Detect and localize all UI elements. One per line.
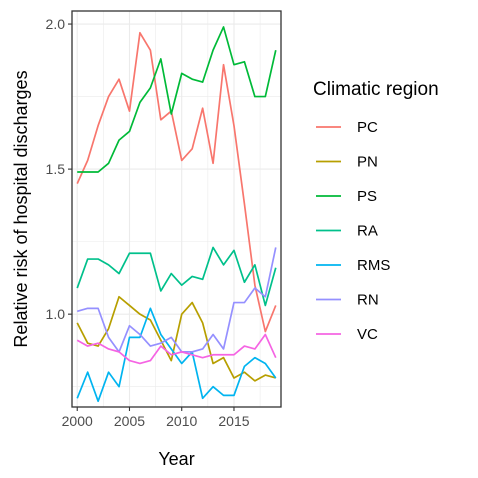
y-axis: 1.0 1.5 2.0 <box>46 16 72 322</box>
legend-label: PC <box>357 119 378 136</box>
x-axis: 2000 2005 2010 2015 <box>62 407 250 429</box>
legend: Climatic region PC PN PS RA RMS RN VC <box>313 79 439 343</box>
x-axis-title: Year <box>158 449 194 469</box>
legend-item-pn: PN <box>316 154 378 171</box>
legend-label: PS <box>357 188 377 205</box>
series-line-ps <box>77 26 277 173</box>
legend-label: RMS <box>357 257 390 274</box>
legend-item-ps: PS <box>316 188 377 205</box>
series-line-ra <box>76 246 277 307</box>
grid-minor <box>72 11 281 407</box>
series-line-rn <box>76 247 277 353</box>
legend-label: RA <box>357 223 378 240</box>
legend-label: VC <box>357 326 378 343</box>
legend-item-vc: VC <box>316 326 378 343</box>
series-line-rms <box>76 307 277 403</box>
legend-title: Climatic region <box>313 79 439 100</box>
x-tick-label: 2005 <box>114 413 145 429</box>
series-lines <box>76 26 277 403</box>
legend-label: PN <box>357 154 378 171</box>
legend-label: RN <box>357 292 379 309</box>
legend-item-rn: RN <box>316 292 379 309</box>
y-tick-label: 1.0 <box>46 306 66 322</box>
legend-item-ra: RA <box>316 223 378 240</box>
y-axis-title: Relative risk of hospital discharges <box>11 70 31 347</box>
legend-item-pc: PC <box>316 119 378 136</box>
x-tick-label: 2000 <box>62 413 93 429</box>
x-tick-label: 2015 <box>218 413 249 429</box>
y-tick-label: 1.5 <box>46 161 66 177</box>
series-line-pc <box>76 31 277 333</box>
legend-item-rms: RMS <box>316 257 390 274</box>
plot-border <box>71 10 282 408</box>
x-tick-label: 2010 <box>166 413 197 429</box>
series-line-vc <box>76 333 277 365</box>
y-tick-label: 2.0 <box>46 16 66 32</box>
legend-items: PC PN PS RA RMS RN VC <box>316 119 390 343</box>
